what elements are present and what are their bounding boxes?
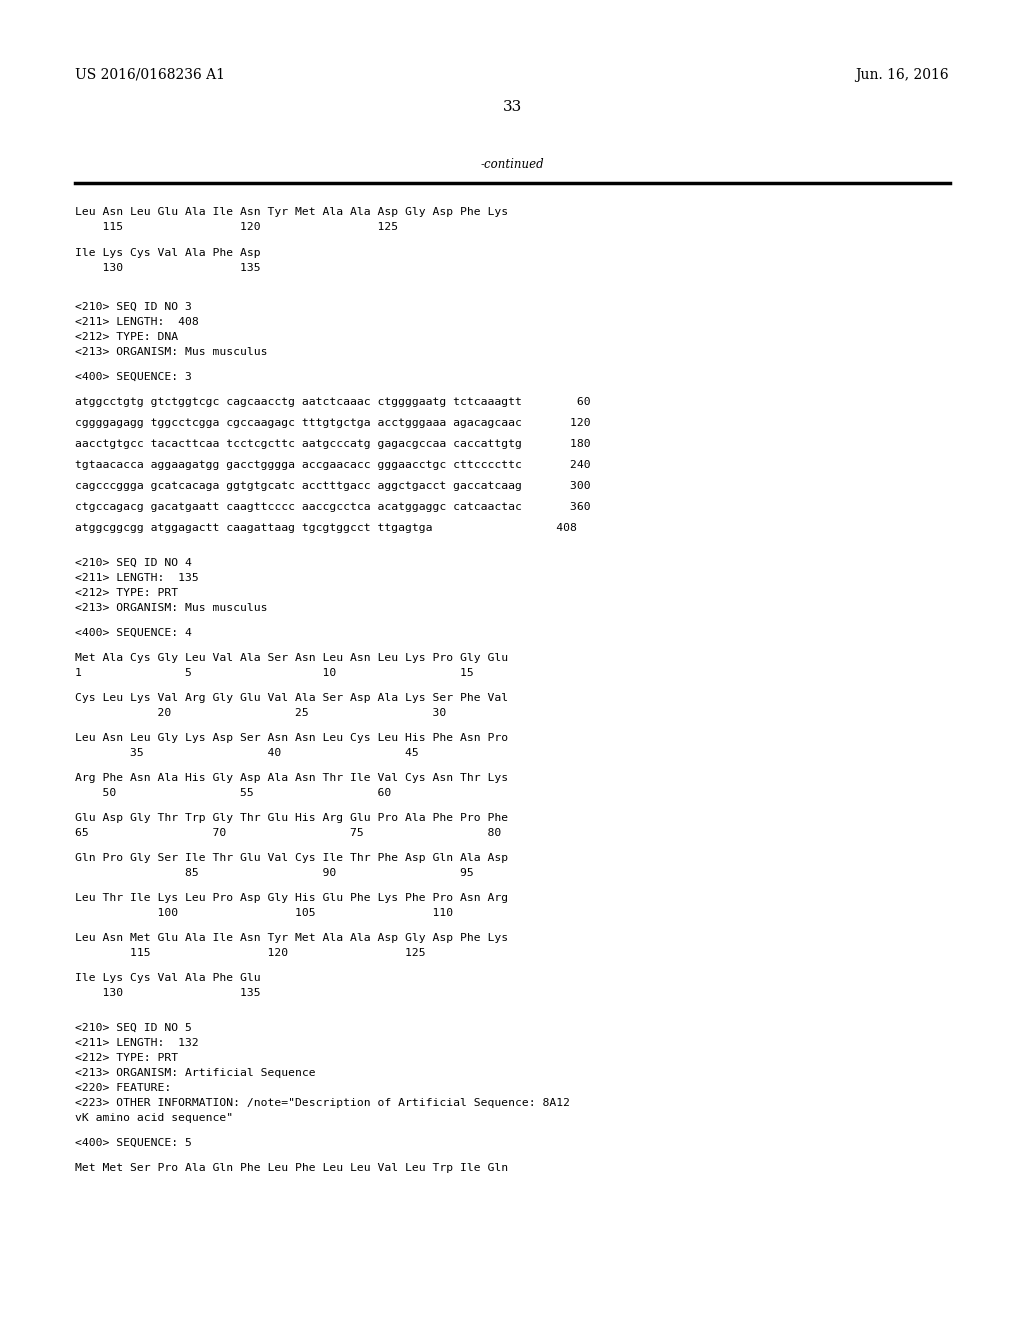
Text: <220> FEATURE:: <220> FEATURE: [75,1082,171,1093]
Text: <210> SEQ ID NO 3: <210> SEQ ID NO 3 [75,302,191,312]
Text: cagcccggga gcatcacaga ggtgtgcatc acctttgacc aggctgacct gaccatcaag       300: cagcccggga gcatcacaga ggtgtgcatc acctttg… [75,480,591,491]
Text: <400> SEQUENCE: 4: <400> SEQUENCE: 4 [75,628,191,638]
Text: 35                  40                  45: 35 40 45 [75,748,419,758]
Text: atggcggcgg atggagactt caagattaag tgcgtggcct ttgagtga                  408: atggcggcgg atggagactt caagattaag tgcgtgg… [75,523,577,533]
Text: Leu Asn Leu Glu Ala Ile Asn Tyr Met Ala Ala Asp Gly Asp Phe Lys: Leu Asn Leu Glu Ala Ile Asn Tyr Met Ala … [75,207,508,216]
Text: <400> SEQUENCE: 5: <400> SEQUENCE: 5 [75,1138,191,1148]
Text: ctgccagacg gacatgaatt caagttcccc aaccgcctca acatggaggc catcaactac       360: ctgccagacg gacatgaatt caagttcccc aaccgcc… [75,502,591,512]
Text: <211> LENGTH:  132: <211> LENGTH: 132 [75,1038,199,1048]
Text: <211> LENGTH:  135: <211> LENGTH: 135 [75,573,199,583]
Text: 85                  90                  95: 85 90 95 [75,869,474,878]
Text: Glu Asp Gly Thr Trp Gly Thr Glu His Arg Glu Pro Ala Phe Pro Phe: Glu Asp Gly Thr Trp Gly Thr Glu His Arg … [75,813,508,822]
Text: <210> SEQ ID NO 5: <210> SEQ ID NO 5 [75,1023,191,1034]
Text: Jun. 16, 2016: Jun. 16, 2016 [855,69,949,82]
Text: Arg Phe Asn Ala His Gly Asp Ala Asn Thr Ile Val Cys Asn Thr Lys: Arg Phe Asn Ala His Gly Asp Ala Asn Thr … [75,774,508,783]
Text: <213> ORGANISM: Mus musculus: <213> ORGANISM: Mus musculus [75,603,267,612]
Text: <213> ORGANISM: Artificial Sequence: <213> ORGANISM: Artificial Sequence [75,1068,315,1078]
Text: 65                  70                  75                  80: 65 70 75 80 [75,828,502,838]
Text: atggcctgtg gtctggtcgc cagcaacctg aatctcaaac ctggggaatg tctcaaagtt        60: atggcctgtg gtctggtcgc cagcaacctg aatctca… [75,397,591,407]
Text: 50                  55                  60: 50 55 60 [75,788,391,799]
Text: US 2016/0168236 A1: US 2016/0168236 A1 [75,69,225,82]
Text: -continued: -continued [480,158,544,172]
Text: aacctgtgcc tacacttcaa tcctcgcttc aatgcccatg gagacgccaa caccattgtg       180: aacctgtgcc tacacttcaa tcctcgcttc aatgccc… [75,440,591,449]
Text: <212> TYPE: PRT: <212> TYPE: PRT [75,1053,178,1063]
Text: Met Met Ser Pro Ala Gln Phe Leu Phe Leu Leu Val Leu Trp Ile Gln: Met Met Ser Pro Ala Gln Phe Leu Phe Leu … [75,1163,508,1173]
Text: cggggagagg tggcctcgga cgccaagagc tttgtgctga acctgggaaa agacagcaac       120: cggggagagg tggcctcgga cgccaagagc tttgtgc… [75,418,591,428]
Text: Cys Leu Lys Val Arg Gly Glu Val Ala Ser Asp Ala Lys Ser Phe Val: Cys Leu Lys Val Arg Gly Glu Val Ala Ser … [75,693,508,704]
Text: <212> TYPE: PRT: <212> TYPE: PRT [75,587,178,598]
Text: <210> SEQ ID NO 4: <210> SEQ ID NO 4 [75,558,191,568]
Text: 1               5                   10                  15: 1 5 10 15 [75,668,474,678]
Text: 100                 105                 110: 100 105 110 [75,908,454,917]
Text: vK amino acid sequence": vK amino acid sequence" [75,1113,233,1123]
Text: 115                 120                 125: 115 120 125 [75,222,398,232]
Text: <211> LENGTH:  408: <211> LENGTH: 408 [75,317,199,327]
Text: Gln Pro Gly Ser Ile Thr Glu Val Cys Ile Thr Phe Asp Gln Ala Asp: Gln Pro Gly Ser Ile Thr Glu Val Cys Ile … [75,853,508,863]
Text: tgtaacacca aggaagatgg gacctgggga accgaacacc gggaacctgc cttccccttc       240: tgtaacacca aggaagatgg gacctgggga accgaac… [75,459,591,470]
Text: 20                  25                  30: 20 25 30 [75,708,446,718]
Text: 33: 33 [503,100,521,114]
Text: <400> SEQUENCE: 3: <400> SEQUENCE: 3 [75,372,191,381]
Text: 130                 135: 130 135 [75,263,261,273]
Text: Met Ala Cys Gly Leu Val Ala Ser Asn Leu Asn Leu Lys Pro Gly Glu: Met Ala Cys Gly Leu Val Ala Ser Asn Leu … [75,653,508,663]
Text: <212> TYPE: DNA: <212> TYPE: DNA [75,333,178,342]
Text: Ile Lys Cys Val Ala Phe Glu: Ile Lys Cys Val Ala Phe Glu [75,973,261,983]
Text: Leu Asn Met Glu Ala Ile Asn Tyr Met Ala Ala Asp Gly Asp Phe Lys: Leu Asn Met Glu Ala Ile Asn Tyr Met Ala … [75,933,508,942]
Text: 130                 135: 130 135 [75,987,261,998]
Text: <223> OTHER INFORMATION: /note="Description of Artificial Sequence: 8A12: <223> OTHER INFORMATION: /note="Descript… [75,1098,570,1107]
Text: Ile Lys Cys Val Ala Phe Asp: Ile Lys Cys Val Ala Phe Asp [75,248,261,257]
Text: 115                 120                 125: 115 120 125 [75,948,426,958]
Text: Leu Asn Leu Gly Lys Asp Ser Asn Asn Leu Cys Leu His Phe Asn Pro: Leu Asn Leu Gly Lys Asp Ser Asn Asn Leu … [75,733,508,743]
Text: <213> ORGANISM: Mus musculus: <213> ORGANISM: Mus musculus [75,347,267,356]
Text: Leu Thr Ile Lys Leu Pro Asp Gly His Glu Phe Lys Phe Pro Asn Arg: Leu Thr Ile Lys Leu Pro Asp Gly His Glu … [75,894,508,903]
